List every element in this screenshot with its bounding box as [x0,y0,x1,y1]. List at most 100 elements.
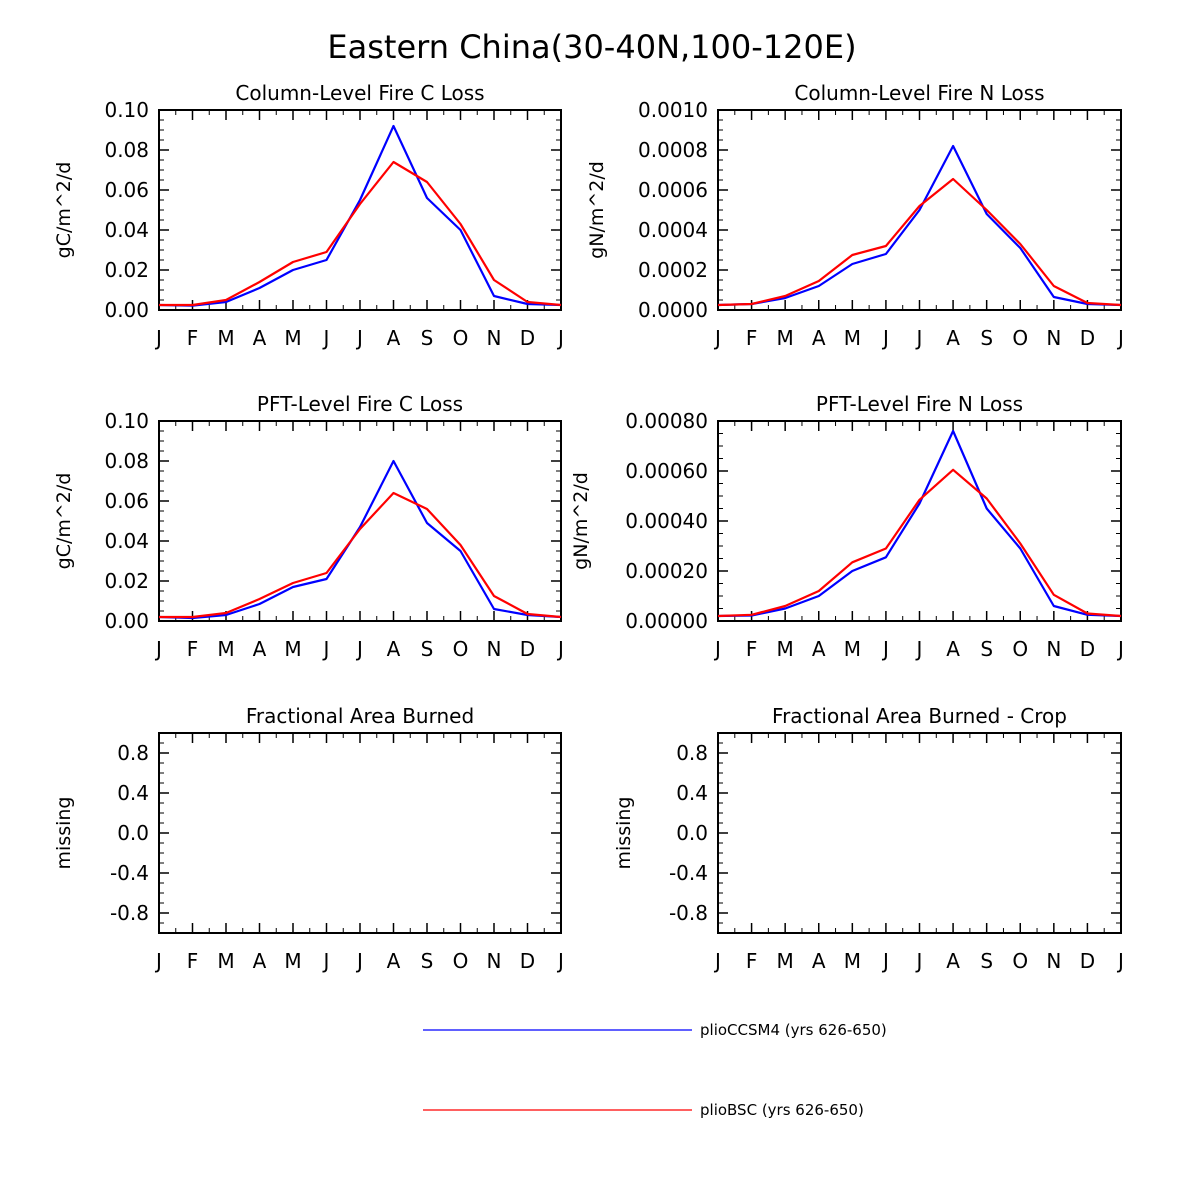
x-tick-label: S [421,326,434,350]
y-tick-label: -0.8 [669,901,708,925]
x-tick-label: J [713,637,721,661]
x-tick-label: N [1046,637,1061,661]
x-tick-label: A [253,949,267,973]
x-tick-label: M [284,637,301,661]
x-tick-label: M [844,637,861,661]
y-tick-label: 0.8 [117,741,149,765]
y-tick-label: 0.00080 [625,409,708,433]
y-tick-label: 0.0 [676,821,708,845]
y-tick-label: 0.04 [104,218,149,242]
x-tick-label: J [322,326,330,350]
y-tick-label: 0.06 [104,489,149,513]
x-tick-label: J [1116,326,1124,350]
y-tick-label: 0.00 [104,609,149,633]
figure-title: Eastern China(30-40N,100-120E) [327,28,856,66]
y-tick-label: 0.0006 [638,178,708,202]
series-line-1 [158,459,562,620]
series-line-2 [159,160,562,307]
x-tick-label: S [421,637,434,661]
x-tick-label: F [187,326,199,350]
x-tick-label: M [844,949,861,973]
x-tick-label: J [322,637,330,661]
x-tick-label: J [881,326,889,350]
x-tick-label: M [777,326,794,350]
x-tick-label: S [980,326,993,350]
panel-2: J F M A M J J A S O N D J0.00000.00020.00040.00060.0… [586,81,1124,350]
x-tick-label: J [355,949,363,973]
x-tick-label: N [1046,949,1061,973]
y-tick-label: 0.00020 [625,559,708,583]
x-tick-label: J [915,949,923,973]
legend-label-2: plioBSC (yrs 626-650) [700,1101,864,1119]
panel-3: J F M A M J J A S O N D J0.000.020.040.060.080.10PFT… [53,392,564,661]
x-tick-label: J [154,637,162,661]
y-tick-label: 0.00060 [625,459,708,483]
y-tick-label: 0.4 [117,781,149,805]
x-tick-label: J [154,326,162,350]
panel-title: Column-Level Fire N Loss [794,81,1044,105]
y-axis-label: missing [53,797,75,870]
x-tick-label: N [487,326,502,350]
x-tick-label: J [1116,949,1124,973]
x-tick-label: F [746,326,758,350]
x-tick-label: O [1012,637,1028,661]
x-tick-label: M [217,949,234,973]
y-tick-label: 0.0004 [638,218,708,242]
x-tick-label: N [1046,326,1061,350]
series-line-1 [717,144,1122,307]
x-tick-label: J [915,637,923,661]
x-tick-label: N [487,637,502,661]
x-tick-label: M [777,637,794,661]
y-axis-label: gC/m^2/d [53,162,75,259]
x-tick-label: S [980,637,993,661]
x-tick-label: D [1080,326,1095,350]
x-tick-label: D [520,326,535,350]
y-axis-label: gC/m^2/d [53,473,75,570]
x-tick-label: J [881,637,889,661]
y-tick-label: 0.10 [104,98,149,122]
y-tick-label: 0.00040 [625,509,708,533]
x-tick-label: O [1012,949,1028,973]
x-tick-label: O [453,637,469,661]
x-tick-label: A [253,637,267,661]
x-tick-label: J [1116,637,1124,661]
y-tick-label: 0.0002 [638,258,708,282]
series-line-1 [717,429,1122,618]
x-tick-label: J [322,949,330,973]
y-axis-label: gN/m^2/d [570,472,592,570]
x-tick-label: J [915,326,923,350]
x-tick-label: F [187,949,199,973]
panel-4: J F M A M J J A S O N D J0.000000.000200.000400.0006… [570,392,1124,661]
y-tick-label: 0.02 [104,569,149,593]
x-tick-label: M [844,326,861,350]
x-tick-label: A [253,326,267,350]
x-tick-label: A [812,637,826,661]
plot-frame [717,420,1122,622]
x-tick-label: A [387,326,401,350]
panel-1: J F M A M J J A S O N D J0.000.020.040.060.080.10Col… [53,81,564,350]
x-tick-label: O [453,949,469,973]
x-tick-label: N [487,949,502,973]
x-tick-label: J [556,637,564,661]
x-tick-label: S [421,949,434,973]
x-tick-label: J [154,949,162,973]
panel-6: J F M A M J J A S O N D J-0.8-0.40.00.40.8Fractional… [613,704,1124,973]
x-tick-label: M [284,326,301,350]
y-tick-label: 0.8 [676,741,708,765]
x-tick-label: A [387,949,401,973]
x-tick-label: J [881,949,889,973]
x-tick-label: F [746,637,758,661]
y-tick-label: 0.02 [104,258,149,282]
plot-frame [158,732,562,934]
x-tick-label: D [1080,949,1095,973]
x-tick-label: A [812,326,826,350]
panel-title: Fractional Area Burned [246,704,474,728]
y-tick-label: 0.06 [104,178,149,202]
y-tick-label: -0.4 [669,861,708,885]
panel-title: PFT-Level Fire N Loss [816,392,1023,416]
x-tick-label: O [453,326,469,350]
y-tick-label: 0.0 [117,821,149,845]
x-tick-label: A [946,637,960,661]
y-axis-label: missing [613,797,635,870]
